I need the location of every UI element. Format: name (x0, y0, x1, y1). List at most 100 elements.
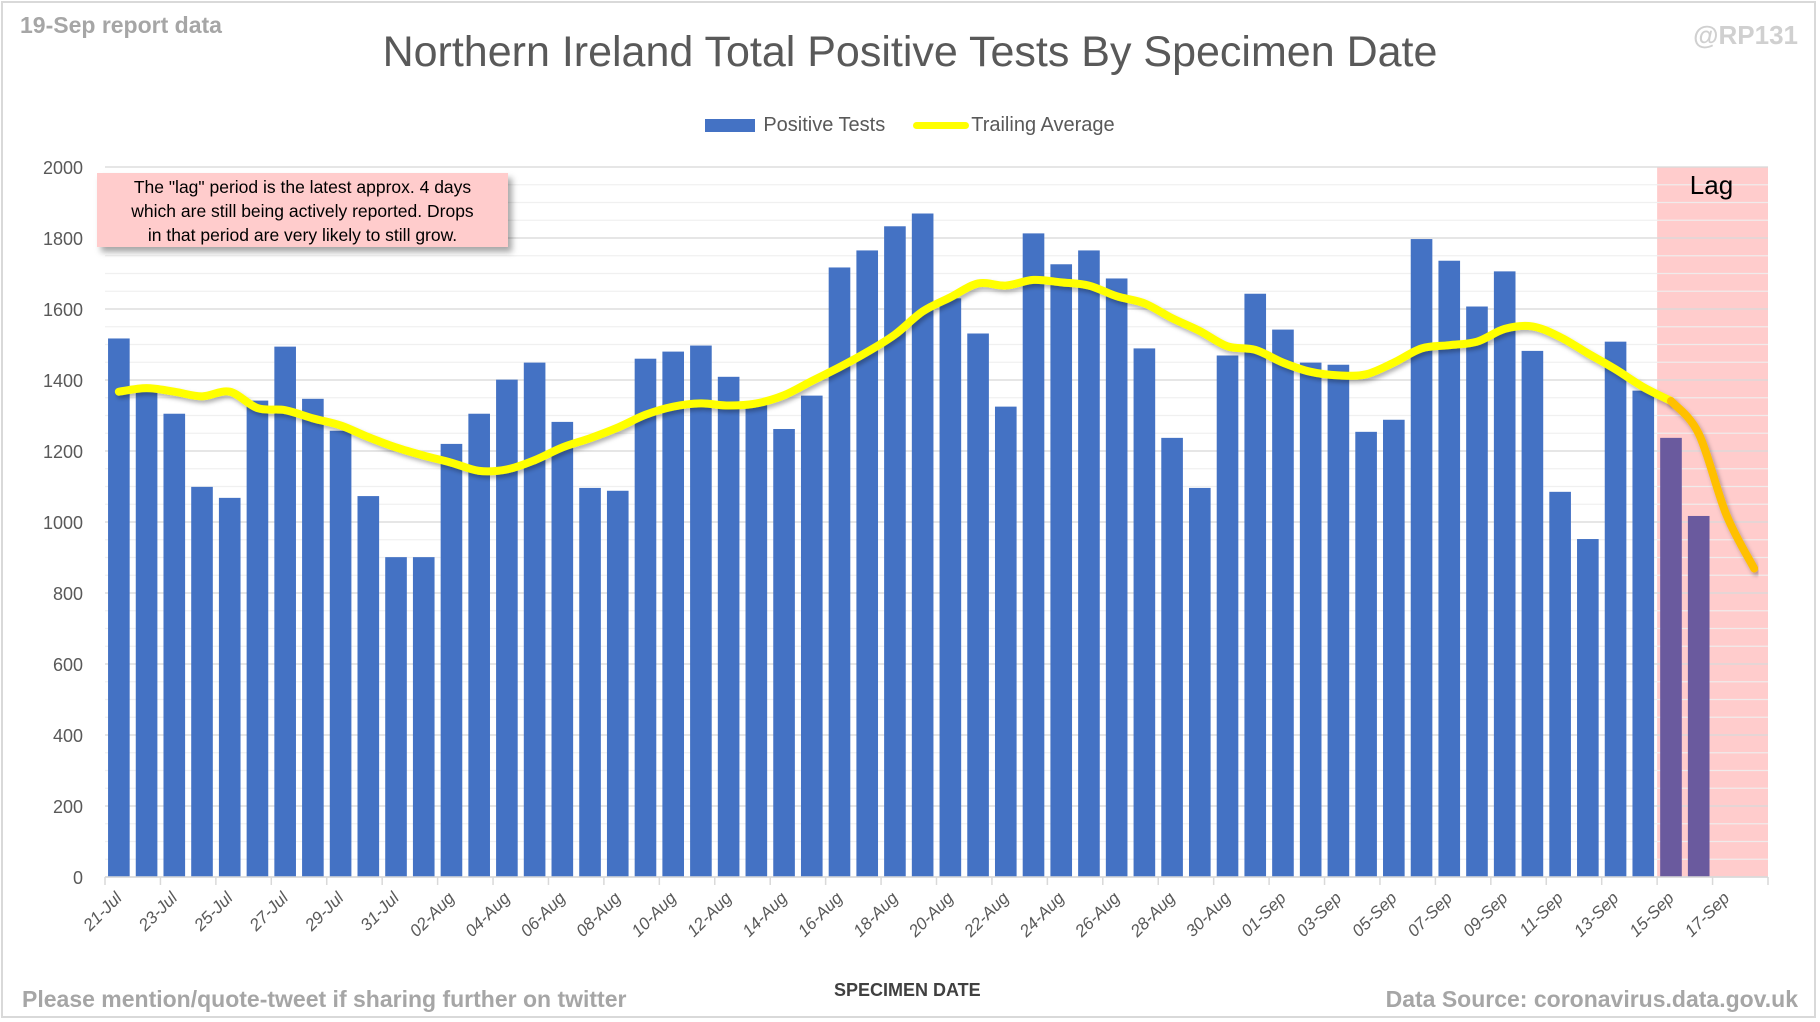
bar-10-Aug (662, 351, 685, 878)
bar-23-Aug (1022, 233, 1045, 877)
legend-swatch-bar (705, 119, 756, 132)
annotation-line: in that period are very likely to still … (147, 225, 458, 245)
x-tick-label: 30-Aug (1182, 888, 1235, 941)
y-tick-label: 400 (53, 726, 83, 746)
bar-30-Jul (357, 496, 380, 877)
bar-08-Aug (606, 490, 629, 877)
x-tick-label: 24-Aug (1015, 888, 1068, 941)
bar-16-Aug (828, 267, 851, 878)
bar-02-Sep (1299, 362, 1322, 878)
x-tick-label: 31-Jul (357, 888, 404, 935)
bar-29-Aug (1188, 487, 1211, 877)
bar-15-Aug (800, 395, 823, 877)
lag-label: Lag (1689, 170, 1734, 200)
y-tick-label: 800 (53, 584, 83, 604)
x-tick-label: 03-Sep (1293, 888, 1345, 940)
report-date-label: 19-Sep report data (20, 12, 222, 38)
trailing-average-line-lag (1666, 396, 1759, 573)
bar-07-Aug (579, 487, 601, 877)
bars (108, 213, 1710, 878)
x-tick-label: 13-Sep (1570, 888, 1622, 940)
bar-10-Sep (1521, 350, 1544, 877)
bar-05-Aug (523, 362, 546, 878)
x-tick-label: 28-Aug (1126, 888, 1179, 941)
bar-01-Sep (1272, 329, 1294, 878)
bar-22-Aug (994, 406, 1017, 877)
bar-27-Jul (274, 346, 296, 877)
x-tick-label: 12-Aug (683, 888, 736, 941)
x-tick-label: 26-Aug (1071, 888, 1124, 941)
bar-16-Sep (1687, 515, 1710, 877)
bar-02-Aug (440, 443, 463, 877)
bar-04-Aug (496, 379, 518, 877)
bar-25-Jul (218, 497, 241, 877)
bar-15-Sep (1660, 437, 1682, 877)
y-tick-label: 200 (53, 797, 83, 817)
bar-26-Aug (1105, 278, 1128, 878)
bar-01-Aug (412, 557, 435, 877)
share-note: Please mention/quote-tweet if sharing fu… (22, 986, 627, 1012)
legend-item-trailing-average: Trailing Average (913, 114, 1115, 137)
legend: Positive Tests Trailing Average (0, 114, 1820, 137)
bar-21-Jul (108, 338, 130, 878)
bar-18-Aug (884, 226, 906, 877)
bar-04-Sep (1355, 431, 1377, 877)
y-tick-label: 1400 (43, 371, 83, 391)
bar-28-Aug (1161, 437, 1183, 877)
bar-11-Sep (1549, 491, 1571, 877)
bar-07-Sep (1438, 260, 1461, 878)
bar-03-Sep (1327, 364, 1350, 877)
bar-29-Jul (329, 430, 352, 877)
bar-12-Sep (1577, 539, 1599, 877)
x-tick-label: 02-Aug (406, 888, 459, 941)
y-tick-label: 1600 (43, 300, 83, 320)
data-source: Data Source: coronavirus.data.gov.uk (1385, 986, 1798, 1012)
x-tick-label: 08-Aug (572, 888, 625, 941)
bar-30-Aug (1216, 355, 1239, 877)
y-tick-label: 1800 (43, 229, 83, 249)
bar-21-Aug (967, 333, 989, 877)
bar-17-Aug (856, 250, 879, 878)
x-tick-label: 06-Aug (517, 888, 570, 941)
bar-24-Jul (191, 486, 213, 877)
bar-09-Sep (1493, 271, 1516, 877)
bar-28-Jul (302, 398, 324, 877)
bar-06-Sep (1410, 239, 1433, 877)
x-tick-label: 09-Sep (1459, 888, 1511, 940)
x-tick-label: 25-Jul (190, 888, 238, 936)
annotation-line: The "lag" period is the latest approx. 4… (133, 177, 472, 197)
y-tick-label: 600 (53, 655, 83, 675)
trailing-average-layer (114, 275, 1759, 573)
legend-swatch-line (913, 122, 970, 129)
x-tick-label: 21-Jul (79, 888, 127, 936)
y-tick-label: 1000 (43, 513, 83, 533)
legend-label: Trailing Average (971, 114, 1115, 136)
bar-26-Jul (246, 400, 269, 877)
y-tick-label: 2000 (43, 158, 83, 178)
x-tick-label: 15-Sep (1626, 888, 1678, 940)
gridlines (105, 166, 1768, 878)
bar-27-Aug (1133, 348, 1156, 877)
bar-06-Aug (551, 421, 574, 877)
legend-label: Positive Tests (763, 114, 886, 136)
bar-13-Aug (745, 404, 768, 877)
x-tick-label: 01-Sep (1238, 888, 1290, 940)
bar-22-Jul (135, 388, 158, 877)
bar-13-Sep (1604, 341, 1627, 877)
bar-09-Aug (634, 358, 657, 877)
x-tick-label: 16-Aug (794, 888, 847, 941)
y-tick-label: 1200 (43, 442, 83, 462)
y-tick-label: 0 (73, 868, 83, 888)
bar-11-Aug (690, 345, 712, 877)
x-tick-label: 07-Sep (1404, 888, 1456, 940)
trailing-average-line (114, 275, 1675, 476)
bar-25-Aug (1078, 250, 1100, 878)
bar-14-Aug (773, 428, 795, 877)
bar-12-Aug (717, 376, 740, 877)
annotation-line: which are still being actively reported.… (131, 201, 474, 221)
x-tick-label: 14-Aug (739, 888, 792, 941)
x-tick-label: 11-Sep (1516, 888, 1567, 939)
x-tick-label: 20-Aug (904, 888, 957, 941)
lag-annotation: The "lag" period is the latest approx. 4… (97, 173, 508, 247)
